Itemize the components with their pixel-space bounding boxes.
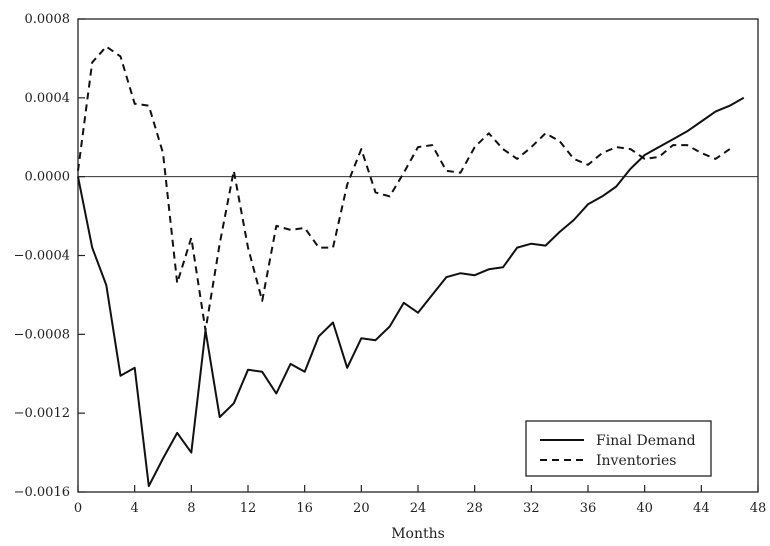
legend: Final Demand Inventories <box>525 420 712 477</box>
y-tick-label: 0.0000 <box>25 170 71 185</box>
y-tick-label: 0.0008 <box>25 12 71 27</box>
x-tick-label: 28 <box>466 501 483 516</box>
x-tick-label: 48 <box>750 501 767 516</box>
x-tick-label: 32 <box>523 501 540 516</box>
x-tick-label: 44 <box>693 501 710 516</box>
x-tick-label: 20 <box>353 501 370 516</box>
x-tick-label: 40 <box>636 501 653 516</box>
series-line-inventories <box>77 45 731 332</box>
y-tick-label: −0.0016 <box>14 485 70 500</box>
y-tick-label: −0.0004 <box>14 249 70 264</box>
x-axis-label: Months <box>391 526 445 542</box>
x-tick-label: 12 <box>240 501 257 516</box>
legend-box <box>525 420 712 477</box>
legend-label-inventories: Inventories <box>596 453 676 469</box>
series-layer <box>77 45 745 488</box>
x-tick-label: 4 <box>131 501 139 516</box>
y-tick-label: −0.0008 <box>14 327 70 342</box>
legend-label-final-demand: Final Demand <box>596 433 696 449</box>
x-tick-label: 24 <box>410 501 427 516</box>
y-tick-label: −0.0012 <box>14 406 70 421</box>
y-tick-label: 0.0004 <box>25 91 71 106</box>
series-line-final-demand <box>77 96 745 488</box>
x-tick-label: 16 <box>296 501 313 516</box>
x-tick-label: 8 <box>187 501 195 516</box>
y-axis: 0.0008 0.0004 0.0000 −0.0004 −0.0008 −0.0012 −… <box>14 12 85 500</box>
x-tick-label: 0 <box>74 501 82 516</box>
x-axis: 0 4 8 12 16 20 24 28 32 36 40 44 48 <box>74 485 766 516</box>
x-tick-label: 36 <box>580 501 597 516</box>
